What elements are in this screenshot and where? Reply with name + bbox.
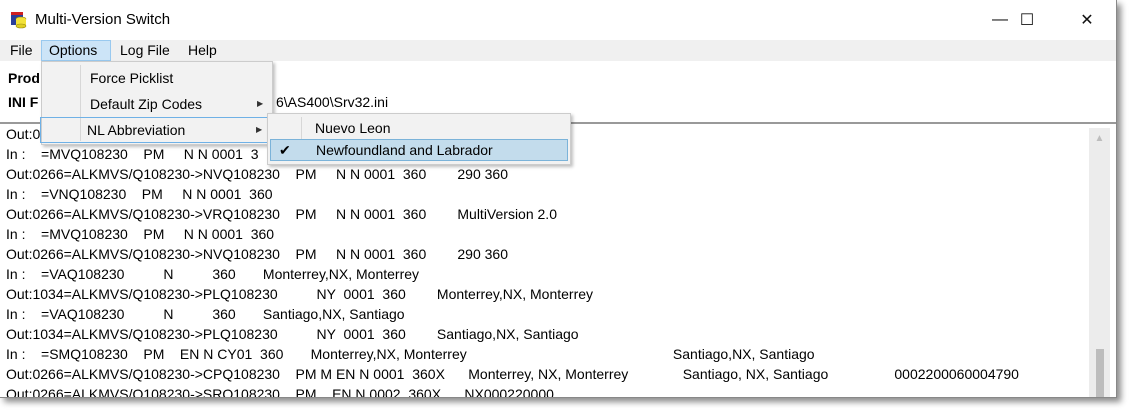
minimize-icon: — (992, 11, 1008, 28)
ini-file-path: 6\AS400\Srv32.ini (276, 94, 389, 110)
menu-separator (80, 65, 81, 141)
close-button[interactable]: ✕ (1064, 0, 1110, 40)
menu-item-force-picklist[interactable]: Force Picklist (44, 65, 270, 91)
menu-help[interactable]: Help (188, 42, 217, 58)
nl-abbreviation-submenu: Nuevo Leon ✔ Newfoundland and Labrador (267, 113, 571, 165)
log-line: In : =MVQ108230 PM N N 0001 360 (6, 226, 275, 242)
menu-item-label: Newfoundland and Labrador (316, 142, 493, 158)
log-line: In : =VAQ108230 N 360 Monterrey,NX, Mont… (6, 266, 420, 282)
title-bar: Multi-Version Switch — ☐ ✕ (0, 0, 1116, 40)
submenu-arrow-icon: ▶ (257, 99, 264, 108)
log-line: Out:1034=ALKMVS/Q108230->PLQ108230 NY 00… (6, 286, 594, 302)
app-icon (11, 12, 27, 29)
log-line: Out:0266=ALKMVS/Q108230->VRQ108230 PM N … (6, 206, 557, 222)
menu-item-nuevo-leon[interactable]: Nuevo Leon (270, 117, 568, 139)
scrollbar-thumb[interactable] (1096, 349, 1104, 397)
log-output: Out:0 In : =MVQ108230 PM N N 0001 3 Out:… (0, 124, 1116, 397)
menu-item-nl-abbreviation[interactable]: NL Abbreviation ▶ (40, 117, 270, 143)
minimize-button[interactable]: — (977, 0, 1023, 40)
log-line: Out:0266=ALKMVS/Q108230->SRQ108230 PM EN… (6, 386, 554, 398)
submenu-arrow-icon: ▶ (256, 125, 263, 134)
menu-item-label: Nuevo Leon (315, 120, 391, 136)
product-label: Prod (8, 70, 40, 86)
vertical-scrollbar[interactable]: ▲ (1089, 128, 1110, 397)
window-title: Multi-Version Switch (35, 11, 171, 28)
ini-file-label: INI F (8, 94, 39, 110)
maximize-button[interactable]: ☐ (1004, 0, 1050, 40)
menu-file[interactable]: File (10, 42, 33, 58)
menu-options[interactable]: Options (41, 40, 111, 61)
close-icon: ✕ (1080, 12, 1094, 29)
menu-bar: File Options Log File Help (0, 40, 1116, 61)
maximize-icon: ☐ (1019, 12, 1035, 29)
menu-item-newfoundland-and-labrador[interactable]: ✔ Newfoundland and Labrador (270, 139, 568, 161)
menu-item-label: Default Zip Codes (90, 96, 203, 112)
log-line: Out:1034=ALKMVS/Q108230->PLQ108230 NY 00… (6, 326, 579, 342)
menu-item-default-zip-codes[interactable]: Default Zip Codes ▶ (44, 91, 270, 117)
menu-item-label: NL Abbreviation (87, 122, 186, 138)
log-line: In : =VNQ108230 PM N N 0001 360 (6, 186, 273, 202)
checkmark-icon: ✔ (279, 142, 291, 158)
options-menu: Force Picklist Default Zip Codes ▶ NL Abb… (40, 61, 273, 145)
app-window: Multi-Version Switch — ☐ ✕ File Options … (0, 0, 1117, 398)
log-line: In : =VAQ108230 N 360 Santiago,NX, Santi… (6, 306, 405, 322)
scroll-up-arrow-icon[interactable]: ▲ (1094, 133, 1105, 144)
log-line: Out:0266=ALKMVS/Q108230->NVQ108230 PM N … (6, 246, 508, 262)
log-line: In : =MVQ108230 PM N N 0001 3 (6, 146, 259, 162)
log-line: In : =SMQ108230 PM EN N CY01 360 Monterr… (6, 346, 815, 362)
log-line: Out:0266=ALKMVS/Q108230->CPQ108230 PM M … (6, 366, 1019, 382)
log-line: Out:0 (6, 126, 41, 142)
menu-log-file[interactable]: Log File (120, 42, 170, 58)
log-line: Out:0266=ALKMVS/Q108230->NVQ108230 PM N … (6, 166, 508, 182)
menu-item-label: Force Picklist (90, 70, 174, 86)
